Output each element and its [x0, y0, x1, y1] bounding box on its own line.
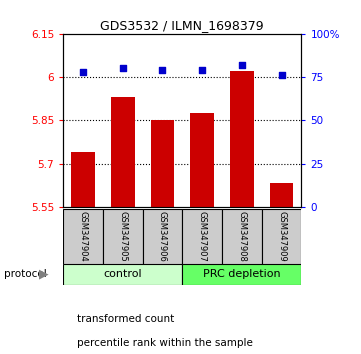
Text: protocol: protocol [4, 269, 46, 279]
Bar [63, 264, 182, 285]
Text: GSM347909: GSM347909 [277, 211, 286, 262]
Title: GDS3532 / ILMN_1698379: GDS3532 / ILMN_1698379 [100, 19, 264, 33]
Bar [151, 120, 174, 207]
Point [80, 69, 86, 75]
Text: ▶: ▶ [39, 268, 49, 281]
Bar [270, 183, 293, 207]
Text: transformed count: transformed count [77, 314, 174, 324]
Bar [143, 209, 182, 264]
Text: GSM347907: GSM347907 [198, 211, 206, 262]
Text: control: control [104, 269, 142, 279]
Bar [222, 209, 262, 264]
Point [199, 67, 205, 73]
Text: GSM347905: GSM347905 [118, 211, 127, 262]
Text: percentile rank within the sample: percentile rank within the sample [77, 338, 253, 348]
Bar [63, 209, 103, 264]
Bar [111, 97, 135, 207]
Bar [71, 152, 95, 207]
Point [120, 65, 126, 71]
Bar [230, 71, 254, 207]
Point [239, 62, 245, 68]
Text: GSM347908: GSM347908 [238, 211, 246, 262]
Bar [190, 113, 214, 207]
Bar [103, 209, 143, 264]
Text: GSM347904: GSM347904 [79, 211, 87, 262]
Bar [182, 264, 301, 285]
Text: PRC depletion: PRC depletion [203, 269, 281, 279]
Text: GSM347906: GSM347906 [158, 211, 167, 262]
Point [279, 73, 284, 78]
Point [160, 67, 165, 73]
Bar [182, 209, 222, 264]
Bar [262, 209, 301, 264]
